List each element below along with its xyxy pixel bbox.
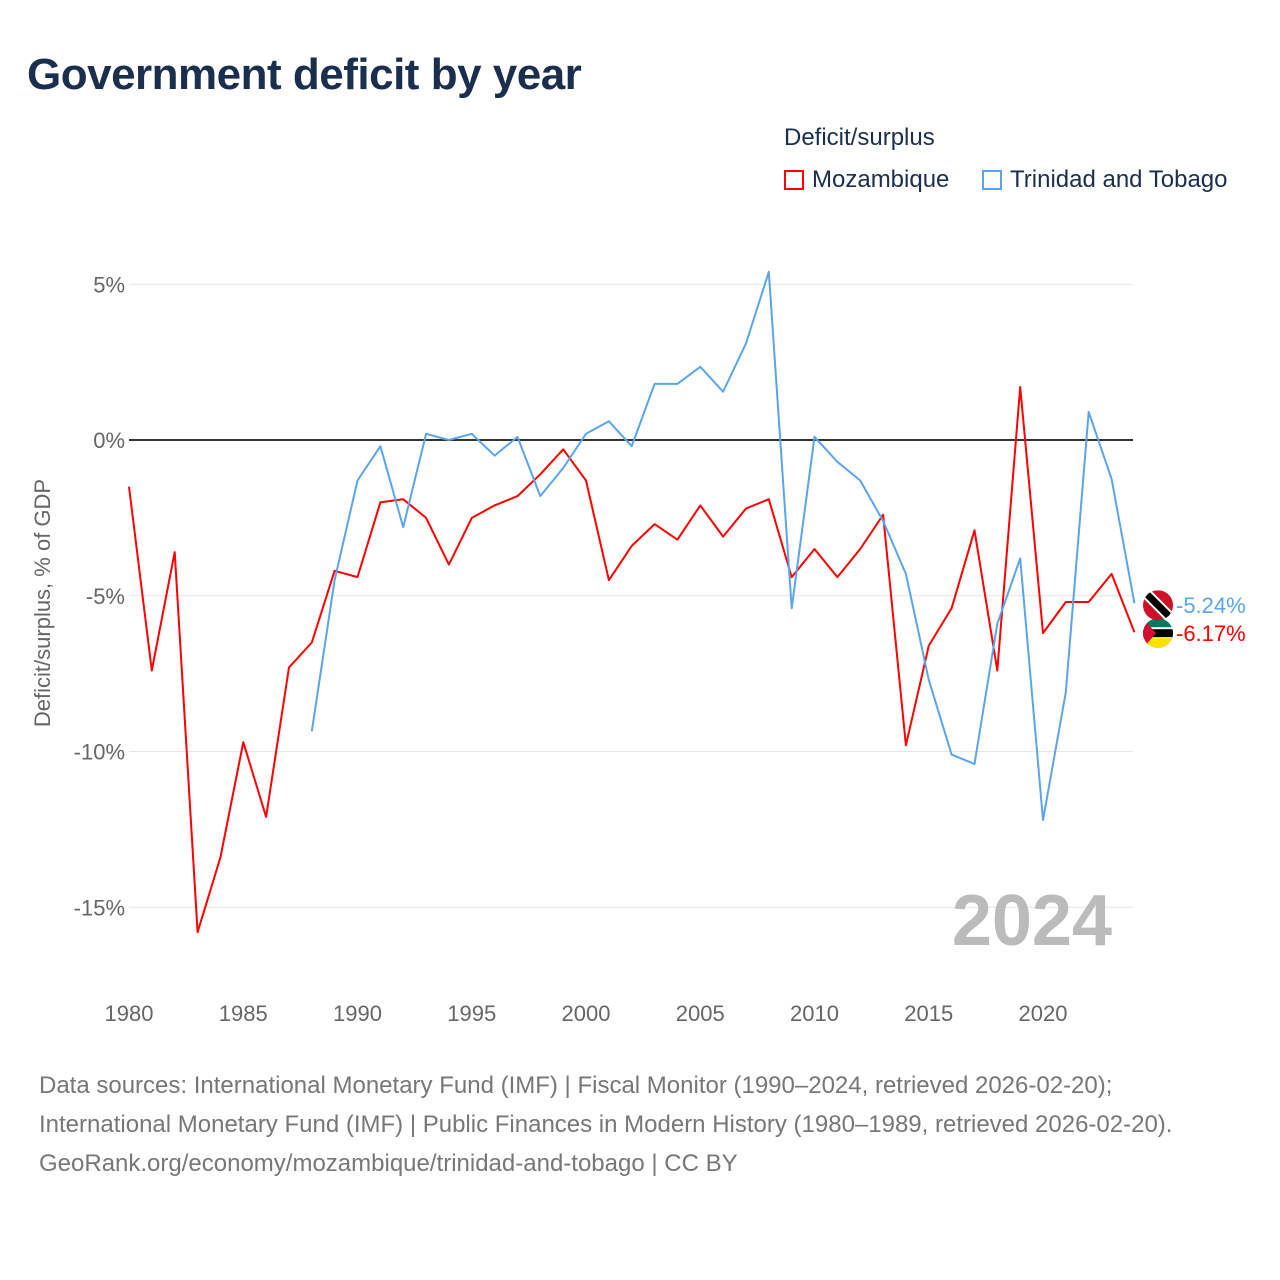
x-tick-label: 2005: [676, 1001, 725, 1026]
data-sources: Data sources: International Monetary Fun…: [39, 1072, 1173, 1138]
flag-band: [1143, 590, 1173, 621]
y-tick-label: -10%: [74, 740, 125, 765]
footer: Data sources: International Monetary Fun…: [39, 1066, 1239, 1183]
flag-stripe: [1143, 618, 1173, 629]
x-tick-label: 1980: [105, 1001, 154, 1026]
series-line-mozambique: [128, 386, 1136, 934]
legend-title: Deficit/surplus: [784, 124, 935, 151]
legend-item-trinidad[interactable]: Trinidad and Tobago: [982, 166, 1228, 194]
series-line-trinidad: [310, 270, 1136, 821]
flag-stripe: [1143, 628, 1173, 639]
flag-triangle: [1143, 618, 1156, 649]
x-tick-label: 2015: [904, 1001, 953, 1026]
line-chart: 5% 0% -5% -10% -15% 1980 1985 1990 1995 2000 2005 2…: [30, 270, 1246, 1026]
end-value-label: -5.24%: [1176, 593, 1246, 618]
y-axis-label: Deficit/surplus, % of GDP: [30, 479, 55, 727]
flag-trinidad-icon: [1143, 590, 1173, 621]
legend-swatch-mozambique: [784, 170, 804, 190]
y-tick-label: 0%: [93, 428, 125, 453]
end-value-label: -6.17%: [1176, 621, 1246, 646]
x-tick-label: 2000: [562, 1001, 611, 1026]
y-tick-label: 5%: [93, 272, 125, 297]
y-tick-label: -15%: [74, 895, 125, 920]
year-watermark: 2024: [952, 881, 1112, 961]
x-tick-label: 2020: [1019, 1001, 1068, 1026]
x-tick-label: 1995: [447, 1001, 496, 1026]
source-link[interactable]: GeoRank.org/economy/mozambique/trinidad-…: [39, 1150, 738, 1177]
x-tick-label: 2010: [790, 1001, 839, 1026]
legend-label: Mozambique: [812, 166, 950, 193]
legend-label: Trinidad and Tobago: [1010, 166, 1228, 193]
x-tick-label: 1990: [333, 1001, 382, 1026]
flag-mozambique-icon: [1143, 618, 1173, 649]
chart-title: Government deficit by year: [27, 50, 582, 99]
legend-swatch-trinidad: [982, 170, 1002, 190]
flag-stripe: [1143, 627, 1173, 630]
flag-body: [1143, 618, 1173, 649]
x-tick-label: 1985: [219, 1001, 268, 1026]
flag-body: [1143, 590, 1173, 621]
legend-item-mozambique[interactable]: Mozambique: [784, 166, 949, 194]
y-tick-label: -5%: [86, 584, 125, 609]
flag-stripe: [1143, 638, 1173, 649]
